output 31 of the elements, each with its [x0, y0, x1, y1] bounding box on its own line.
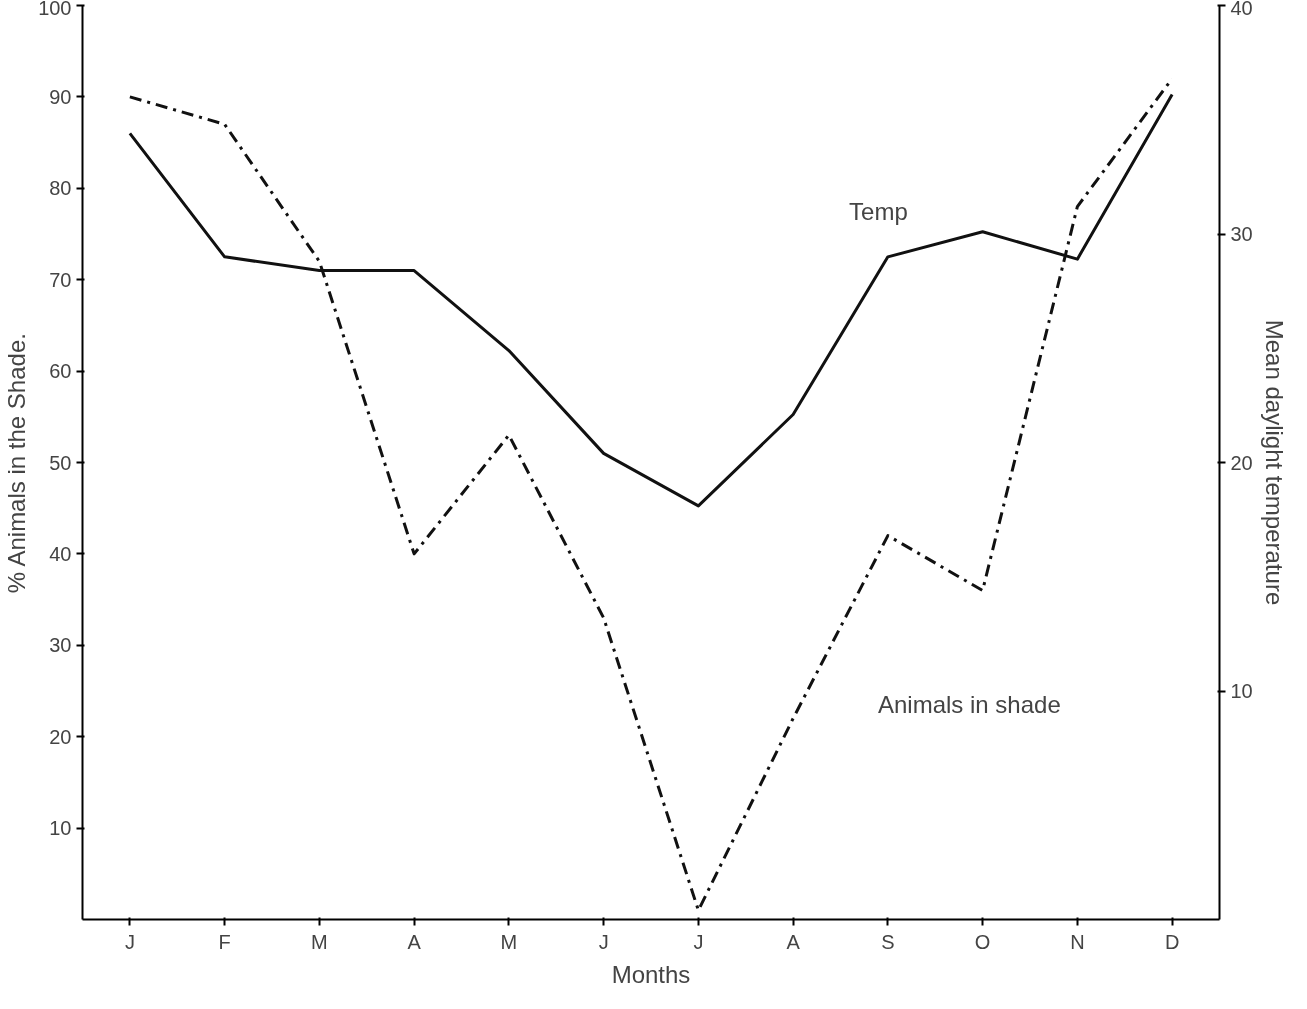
- y-tick-label: 80: [49, 177, 72, 200]
- x-tick-label: A: [407, 930, 422, 953]
- x-axis-title: Months: [611, 960, 691, 988]
- x-tick-label: J: [693, 930, 704, 953]
- y-tick-label: 90: [49, 85, 72, 108]
- x-tick-label: M: [500, 930, 518, 953]
- x-tick-label: F: [218, 930, 231, 953]
- y-tick-label: 70: [49, 268, 72, 291]
- y2-axis-title: Mean daylight temperature: [1260, 319, 1288, 606]
- x-tick-label: A: [786, 930, 801, 953]
- x-tick-label: S: [881, 930, 895, 953]
- y-tick-label: 30: [49, 634, 72, 657]
- x-tick-label: O: [974, 930, 991, 953]
- y-tick-label: 10: [49, 817, 72, 840]
- x-tick-label: J: [124, 930, 135, 953]
- y-tick-label: 60: [49, 360, 72, 383]
- x-tick-label: M: [311, 930, 328, 953]
- x-tick-label: N: [1070, 930, 1085, 953]
- y2-tick-label: 30: [1230, 223, 1253, 245]
- y-tick-label: 40: [49, 542, 72, 565]
- y-axis-title: % Animals in the Shade.: [3, 333, 31, 594]
- y-tick-label: 50: [49, 451, 72, 474]
- y2-tick-label: 20: [1230, 451, 1253, 474]
- x-tick-label: J: [598, 930, 609, 953]
- y2-tick-label: 40: [1230, 0, 1253, 19]
- annotation: Animals in shade: [877, 691, 1061, 719]
- y-tick-label: 100: [38, 0, 72, 19]
- y-tick-label: 20: [49, 725, 72, 748]
- annotation: Temp: [849, 197, 908, 225]
- y2-tick-label: 10: [1230, 680, 1253, 702]
- x-tick-label: D: [1164, 930, 1180, 953]
